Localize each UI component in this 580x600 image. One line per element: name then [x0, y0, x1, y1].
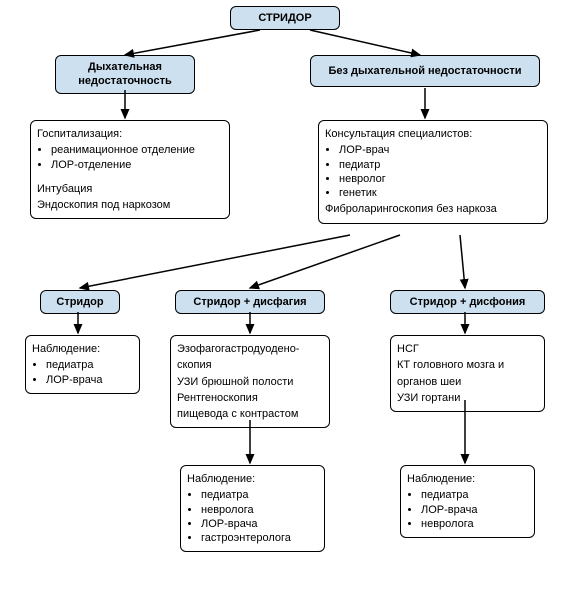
sub1-box: Наблюдение: педиатра ЛОР-врача	[25, 335, 140, 394]
right-box-list: ЛОР-врач педиатр невролог генетик	[339, 143, 541, 200]
left-box-heading: Госпитализация:	[37, 127, 223, 141]
list-item: ЛОР-врача	[46, 373, 133, 387]
list-item: невролога	[201, 503, 318, 517]
sub1-title: Стридор	[56, 296, 103, 308]
branch-right-title: Без дыхательной недостаточности	[328, 65, 521, 77]
right-box-extra: Фиброларингоскопия без наркоза	[325, 202, 541, 216]
list-item: педиатра	[46, 358, 133, 372]
right-box-heading: Консультация специалистов:	[325, 127, 541, 141]
branch-right-box: Консультация специалистов: ЛОР-врач педи…	[318, 120, 548, 224]
sub1-box-list: педиатра ЛОР-врача	[46, 358, 133, 387]
sub3-box2-heading: Наблюдение:	[407, 472, 528, 486]
list-item: гастроэнтеролога	[201, 531, 318, 545]
sub2-box2-list: педиатра невролога ЛОР-врача гастроэнтер…	[201, 488, 318, 545]
sub3-title: Стридор + дисфония	[410, 296, 526, 308]
text-line: пищевода с контрастом	[177, 407, 323, 421]
sub2-box1: Эзофагогастродуодено- скопия УЗИ брюшной…	[170, 335, 330, 428]
list-item: ЛОР-врача	[201, 517, 318, 531]
root-title: СТРИДОР	[258, 12, 311, 24]
list-item: педиатра	[201, 488, 318, 502]
sub2-box2-heading: Наблюдение:	[187, 472, 318, 486]
list-item: ЛОР-отделение	[51, 158, 223, 172]
list-item: невролога	[421, 517, 528, 531]
left-box-list: реанимационное отделение ЛОР-отделение	[51, 143, 223, 172]
sub1-box-heading: Наблюдение:	[32, 342, 133, 356]
sub3-box2: Наблюдение: педиатра ЛОР-врача невролога	[400, 465, 535, 538]
list-item: педиатр	[339, 158, 541, 172]
text-line: Рентгеноскопия	[177, 391, 323, 405]
text-line: НСГ	[397, 342, 538, 356]
list-item: педиатра	[421, 488, 528, 502]
sub2-box2: Наблюдение: педиатра невролога ЛОР-врача…	[180, 465, 325, 552]
branch-left-box: Госпитализация: реанимационное отделение…	[30, 120, 230, 219]
branch-right-header: Без дыхательной недостаточности	[310, 55, 540, 87]
list-item: ЛОР-врач	[339, 143, 541, 157]
left-box-extra: Эндоскопия под наркозом	[37, 198, 223, 212]
sub1-header: Стридор	[40, 290, 120, 314]
root-node: СТРИДОР	[230, 6, 340, 30]
sub2-title: Стридор + дисфагия	[193, 296, 306, 308]
list-item: ЛОР-врача	[421, 503, 528, 517]
list-item: реанимационное отделение	[51, 143, 223, 157]
text-line: КТ головного мозга и	[397, 358, 538, 372]
text-line: УЗИ гортани	[397, 391, 538, 405]
sub3-header: Стридор + дисфония	[390, 290, 545, 314]
text-line: Эзофагогастродуодено-	[177, 342, 323, 356]
sub3-box1: НСГ КТ головного мозга и органов шеи УЗИ…	[390, 335, 545, 412]
branch-left-title: Дыхательная недостаточность	[78, 61, 172, 87]
sub2-header: Стридор + дисфагия	[175, 290, 325, 314]
branch-left-header: Дыхательная недостаточность	[55, 55, 195, 94]
text-line: скопия	[177, 358, 323, 372]
sub3-box2-list: педиатра ЛОР-врача невролога	[421, 488, 528, 531]
list-item: невролог	[339, 172, 541, 186]
text-line: органов шеи	[397, 375, 538, 389]
text-line: УЗИ брюшной полости	[177, 375, 323, 389]
list-item: генетик	[339, 186, 541, 200]
left-box-extra: Интубация	[37, 182, 223, 196]
